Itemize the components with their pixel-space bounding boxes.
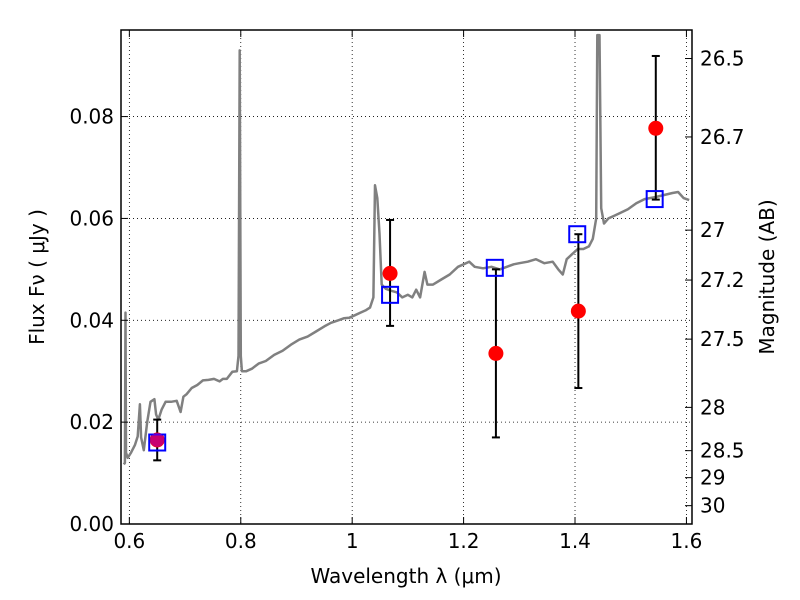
- y-tick-label: 0.00: [69, 512, 114, 536]
- y2-tick-label: 28.5: [700, 439, 745, 463]
- observed-point: [648, 120, 664, 136]
- observed-point: [570, 303, 586, 319]
- y2-tick-label: 26.5: [700, 47, 745, 71]
- plot-area: [122, 33, 690, 466]
- y2-axis-label: Magnitude (AB): [755, 199, 779, 354]
- spectrum-line: [122, 33, 690, 466]
- x-axis-label: Wavelength λ (μm): [310, 564, 501, 588]
- plot-frame: [120, 29, 693, 525]
- x-tick-label: 0.8: [225, 529, 257, 553]
- y2-tick-label: 26.7: [700, 125, 745, 149]
- y2-tick-label: 28: [700, 395, 725, 419]
- y2-tick-label: 27: [700, 218, 725, 242]
- y2-tick-label: 30: [700, 494, 725, 518]
- y2-tick-label: 27.5: [700, 327, 745, 351]
- overlap-point: [150, 432, 165, 447]
- observed-point: [382, 265, 398, 281]
- y-tick-label: 0.04: [69, 308, 114, 332]
- observed-point: [488, 345, 504, 361]
- model-point: [645, 190, 664, 209]
- x-tick-label: 1: [346, 529, 359, 553]
- model-point: [568, 225, 587, 244]
- axes: 0.6 0.8 1 1.2 1.4 1.6 0.00 0.02 0.04 0.06 0.08 26.5…: [69, 30, 745, 553]
- y-tick-label: 0.08: [69, 105, 114, 129]
- y-tick-label: 0.02: [69, 410, 114, 434]
- y-tick-label: 0.06: [69, 206, 114, 230]
- model-point: [381, 285, 400, 304]
- y-axis-label: Flux Fν ( μJy ): [25, 209, 49, 345]
- x-tick-label: 0.6: [113, 529, 145, 553]
- x-tick-label: 1.6: [671, 529, 703, 553]
- model-point: [485, 258, 504, 277]
- x-tick-label: 1.4: [559, 529, 591, 553]
- y2-tick-label: 27.2: [700, 268, 745, 292]
- y2-tick-label: 29: [700, 466, 725, 490]
- x-tick-label: 1.2: [448, 529, 480, 553]
